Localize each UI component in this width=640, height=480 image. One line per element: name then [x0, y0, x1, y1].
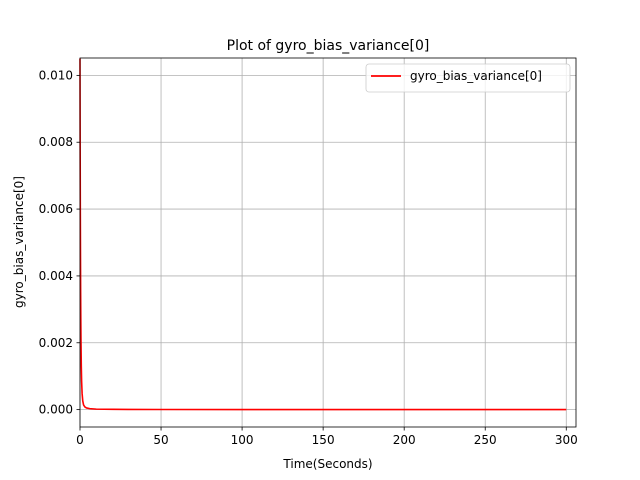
y-tick-label: 0.000	[39, 403, 73, 417]
chart-title: Plot of gyro_bias_variance[0]	[227, 38, 430, 54]
y-tick-label: 0.006	[39, 202, 73, 216]
y-tick-label: 0.010	[39, 68, 73, 82]
series-line	[79, 58, 567, 411]
legend-box	[365, 63, 571, 93]
x-tick-label: 200	[393, 433, 416, 447]
y-tick-label: 0.008	[39, 135, 73, 149]
legend: gyro_bias_variance[0]	[365, 63, 571, 93]
y-tick-label: 0.004	[39, 269, 73, 283]
legend-label: gyro_bias_variance[0]	[410, 69, 542, 83]
y-axis: 0.000 0.002 0.004 0.006 0.008 0.010	[39, 68, 80, 417]
plot-lines	[79, 58, 567, 411]
x-tick-label: 50	[153, 433, 168, 447]
x-axis: 0 50 100 150 200 250 300	[76, 427, 578, 447]
y-axis-label: gyro_bias_variance[0]	[12, 176, 26, 308]
x-tick-label: 250	[474, 433, 497, 447]
x-tick-label: 150	[312, 433, 335, 447]
x-tick-label: 100	[231, 433, 254, 447]
x-tick-label: 300	[555, 433, 578, 447]
y-tick-label: 0.002	[39, 336, 73, 350]
plot-frame	[79, 57, 577, 428]
x-axis-label: Time(Seconds)	[282, 457, 372, 471]
x-tick-label: 0	[76, 433, 84, 447]
